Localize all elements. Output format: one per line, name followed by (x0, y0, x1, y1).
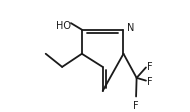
Text: N: N (127, 23, 135, 33)
Text: F: F (147, 76, 153, 86)
Text: F: F (147, 62, 153, 72)
Text: F: F (133, 100, 139, 110)
Text: HO: HO (56, 21, 71, 30)
